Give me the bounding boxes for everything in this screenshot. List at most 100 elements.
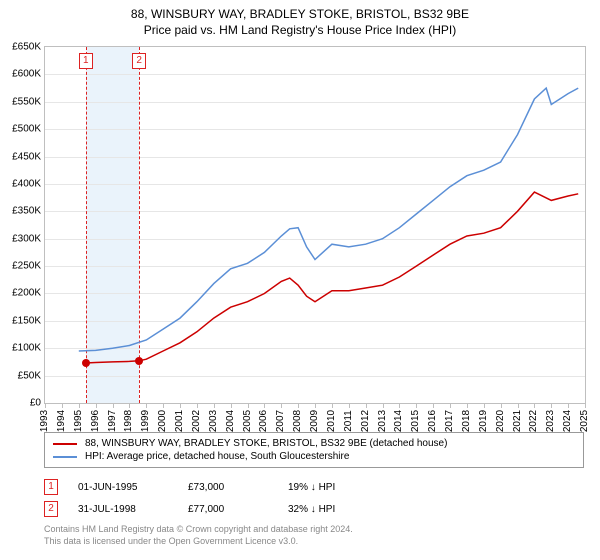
- marker-dot: [135, 357, 143, 365]
- x-axis-label: 2020: [495, 410, 506, 432]
- x-axis-label: 1993: [39, 410, 50, 432]
- y-axis-label: £200K: [12, 288, 41, 299]
- x-tick: [551, 403, 552, 408]
- x-tick: [62, 403, 63, 408]
- transaction-date: 31-JUL-1998: [78, 504, 168, 515]
- x-tick: [568, 403, 569, 408]
- x-axis-label: 2006: [258, 410, 269, 432]
- transaction-price: £77,000: [188, 504, 268, 515]
- x-tick: [433, 403, 434, 408]
- x-axis-label: 1997: [107, 410, 118, 432]
- x-tick: [96, 403, 97, 408]
- x-tick: [180, 403, 181, 408]
- x-axis-label: 2004: [225, 410, 236, 432]
- x-tick: [399, 403, 400, 408]
- x-tick: [248, 403, 249, 408]
- x-axis-label: 2008: [292, 410, 303, 432]
- x-axis-label: 2019: [478, 410, 489, 432]
- transaction-row: 1 01-JUN-1995 £73,000 19% ↓ HPI: [44, 476, 584, 498]
- y-axis-label: £650K: [12, 42, 41, 53]
- x-tick: [113, 403, 114, 408]
- x-tick: [214, 403, 215, 408]
- y-axis-label: £300K: [12, 233, 41, 244]
- legend-item-hpi: HPI: Average price, detached house, Sout…: [53, 450, 575, 463]
- title-line-1: 88, WINSBURY WAY, BRADLEY STOKE, BRISTOL…: [0, 6, 600, 22]
- x-tick: [231, 403, 232, 408]
- x-tick: [349, 403, 350, 408]
- x-axis-label: 1998: [123, 410, 134, 432]
- x-axis-label: 2023: [545, 410, 556, 432]
- x-axis-label: 2021: [512, 410, 523, 432]
- y-axis-label: £250K: [12, 261, 41, 272]
- x-axis-label: 1996: [90, 410, 101, 432]
- title-block: 88, WINSBURY WAY, BRADLEY STOKE, BRISTOL…: [0, 0, 600, 38]
- footer-attribution: Contains HM Land Registry data © Crown c…: [44, 524, 584, 547]
- x-axis-label: 2015: [410, 410, 421, 432]
- x-axis-label: 2022: [528, 410, 539, 432]
- chart-plot-area: £0£50K£100K£150K£200K£250K£300K£350K£400…: [44, 46, 586, 404]
- x-tick: [129, 403, 130, 408]
- chart-container: 88, WINSBURY WAY, BRADLEY STOKE, BRISTOL…: [0, 0, 600, 560]
- y-axis-label: £50K: [18, 370, 41, 381]
- footer-line-1: Contains HM Land Registry data © Crown c…: [44, 524, 584, 536]
- y-axis-label: £450K: [12, 151, 41, 162]
- x-axis-label: 2007: [275, 410, 286, 432]
- x-axis-label: 2024: [562, 410, 573, 432]
- x-tick: [264, 403, 265, 408]
- transaction-badge: 2: [44, 501, 58, 517]
- legend-label-property: 88, WINSBURY WAY, BRADLEY STOKE, BRISTOL…: [85, 438, 447, 449]
- transaction-price: £73,000: [188, 482, 268, 493]
- x-tick: [315, 403, 316, 408]
- x-axis-label: 2002: [191, 410, 202, 432]
- x-axis-label: 1999: [140, 410, 151, 432]
- y-axis-label: £0: [30, 398, 41, 409]
- x-tick: [383, 403, 384, 408]
- footer-line-2: This data is licensed under the Open Gov…: [44, 536, 584, 548]
- x-tick: [585, 403, 586, 408]
- x-axis-label: 2009: [309, 410, 320, 432]
- y-axis-label: £100K: [12, 343, 41, 354]
- marker-box: 2: [132, 53, 146, 69]
- chart-svg: [45, 47, 585, 403]
- x-axis-label: 2003: [208, 410, 219, 432]
- transaction-diff: 32% ↓ HPI: [288, 504, 378, 515]
- x-tick: [416, 403, 417, 408]
- x-tick: [146, 403, 147, 408]
- x-axis-label: 1994: [56, 410, 67, 432]
- x-tick: [45, 403, 46, 408]
- legend-swatch-property: [53, 443, 77, 445]
- x-axis-label: 2005: [242, 410, 253, 432]
- x-axis-label: 2025: [579, 410, 590, 432]
- transaction-badge: 1: [44, 479, 58, 495]
- transactions-table: 1 01-JUN-1995 £73,000 19% ↓ HPI 2 31-JUL…: [44, 476, 584, 520]
- transaction-diff: 19% ↓ HPI: [288, 482, 378, 493]
- x-axis-label: 2016: [427, 410, 438, 432]
- x-axis-label: 2012: [360, 410, 371, 432]
- y-axis-label: £350K: [12, 206, 41, 217]
- x-tick: [298, 403, 299, 408]
- x-tick: [197, 403, 198, 408]
- x-axis-label: 2018: [461, 410, 472, 432]
- x-tick: [467, 403, 468, 408]
- y-axis-label: £400K: [12, 178, 41, 189]
- x-tick: [534, 403, 535, 408]
- legend-swatch-hpi: [53, 456, 77, 458]
- x-axis-label: 2013: [377, 410, 388, 432]
- x-tick: [281, 403, 282, 408]
- x-tick: [501, 403, 502, 408]
- marker-box: 1: [79, 53, 93, 69]
- x-axis-label: 2014: [393, 410, 404, 432]
- y-axis-label: £500K: [12, 124, 41, 135]
- x-tick: [450, 403, 451, 408]
- x-tick: [79, 403, 80, 408]
- x-axis-label: 2001: [174, 410, 185, 432]
- x-tick: [484, 403, 485, 408]
- x-axis-label: 2000: [157, 410, 168, 432]
- marker-dot: [82, 359, 90, 367]
- y-axis-label: £150K: [12, 315, 41, 326]
- series-hpi: [79, 88, 578, 351]
- x-axis-label: 2011: [343, 410, 354, 432]
- x-axis-label: 1995: [73, 410, 84, 432]
- title-line-2: Price paid vs. HM Land Registry's House …: [0, 22, 600, 38]
- transaction-date: 01-JUN-1995: [78, 482, 168, 493]
